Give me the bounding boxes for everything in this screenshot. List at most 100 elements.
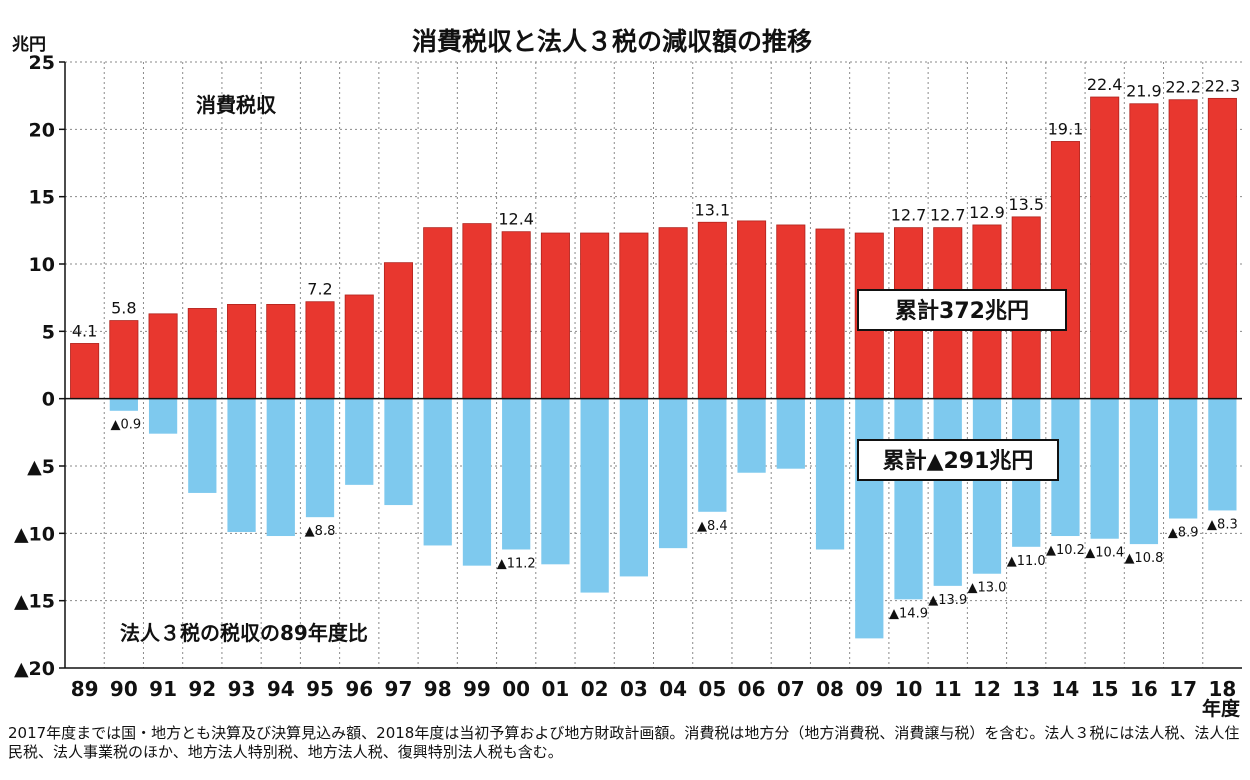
bar-corporate-tax [188, 398, 217, 493]
data-label-corporate-tax: ▲10.8 [1124, 551, 1163, 566]
x-tick-label: 93 [228, 677, 256, 701]
x-tick-label: 13 [1012, 677, 1040, 701]
bar-consumption-tax [1207, 97, 1237, 400]
x-tick-label: 94 [267, 677, 295, 701]
x-tick-label: 01 [541, 677, 569, 701]
data-label-consumption-tax: 13.5 [1008, 195, 1044, 214]
bar-corporate-tax [502, 398, 531, 550]
y-tick-label: ▲10 [14, 523, 55, 545]
data-label-corporate-tax: ▲8.9 [1168, 526, 1199, 541]
bar-corporate-tax [345, 398, 374, 485]
bar-corporate-tax [776, 398, 805, 469]
data-label-consumption-tax: 4.1 [72, 321, 97, 340]
negative-series-label: 法人３税の税収の89年度比 [120, 621, 368, 645]
bar-corporate-tax [698, 398, 727, 512]
data-label-consumption-tax: 21.9 [1126, 82, 1162, 101]
x-tick-label: 11 [934, 677, 962, 701]
bar-corporate-tax [619, 398, 649, 577]
y-tick-label: 15 [29, 187, 55, 209]
bar-corporate-tax [658, 398, 688, 549]
x-tick-label: 97 [385, 677, 413, 701]
bar-consumption-tax [227, 303, 257, 400]
bar-corporate-tax [1090, 398, 1119, 539]
bar-consumption-tax [70, 343, 100, 400]
x-tick-label: 90 [110, 677, 138, 701]
x-tick-label: 12 [973, 677, 1001, 701]
bar-consumption-tax [462, 223, 492, 400]
bar-consumption-tax [658, 227, 688, 400]
x-tick-label: 04 [659, 677, 687, 701]
data-label-consumption-tax: 12.9 [969, 203, 1005, 222]
x-tick-label: 95 [306, 677, 334, 701]
data-label-consumption-tax: 13.1 [695, 200, 731, 219]
x-tick-label: 02 [581, 677, 609, 701]
data-label-consumption-tax: 12.7 [930, 206, 966, 225]
negative-total-label: 累計▲291兆円 [883, 448, 1034, 474]
data-label-corporate-tax: ▲10.2 [1046, 543, 1085, 558]
bar-corporate-tax [109, 398, 138, 411]
bar-consumption-tax [619, 232, 649, 400]
y-tick-label: 0 [42, 389, 55, 411]
bar-corporate-tax [1129, 398, 1159, 545]
x-tick-label: 91 [149, 677, 177, 701]
x-tick-label: 96 [345, 677, 373, 701]
grid-lines [65, 61, 1242, 669]
bar-corporate-tax [933, 398, 962, 586]
x-tick-label: 14 [1052, 677, 1080, 701]
data-label-corporate-tax: ▲10.4 [1085, 546, 1124, 561]
bar-corporate-tax [266, 398, 295, 537]
bar-consumption-tax [540, 232, 570, 400]
data-label-corporate-tax: ▲8.8 [305, 524, 336, 539]
bar-corporate-tax [384, 398, 413, 506]
x-axis-label: 年度 [1202, 697, 1241, 720]
x-tick-label: 07 [777, 677, 805, 701]
data-label-consumption-tax: 22.3 [1205, 76, 1241, 95]
x-tick-label: 15 [1091, 677, 1119, 701]
data-label-corporate-tax: ▲8.4 [697, 519, 728, 534]
positive-total-box: 累計372兆円 [857, 289, 1067, 331]
bar-corporate-tax [580, 398, 609, 593]
data-label-corporate-tax: ▲14.9 [889, 606, 928, 621]
bar-consumption-tax [697, 221, 727, 400]
bar-consumption-tax [187, 308, 217, 400]
bar-consumption-tax [1168, 99, 1198, 400]
x-tick-label: 16 [1130, 677, 1158, 701]
y-tick-label: ▲15 [14, 591, 55, 613]
x-tick-label: 00 [502, 677, 530, 701]
data-labels: 4.15.87.212.4 13.1 12.7 12.7 12.9 13.519.122.… [72, 75, 1240, 621]
data-label-consumption-tax: 7.2 [307, 280, 332, 299]
positive-total-label: 累計372兆円 [895, 298, 1029, 324]
data-label-corporate-tax: ▲8.3 [1207, 517, 1238, 532]
data-label-consumption-tax: 19.1 [1048, 119, 1084, 138]
bar-consumption-tax [815, 228, 845, 400]
bar-chart: 消費税収と法人３税の減収額の推移 兆円 25 20 15 10 5 0 ▲5 ▲10 ▲15 ▲2… [12, 27, 1242, 720]
y-tick-label: 25 [29, 52, 55, 74]
bar-corporate-tax [423, 398, 452, 546]
bar-consumption-tax [776, 224, 806, 400]
data-label-consumption-tax: 5.8 [111, 299, 136, 318]
x-tick-label: 03 [620, 677, 648, 701]
bar-consumption-tax [305, 301, 335, 400]
data-label-corporate-tax: ▲11.0 [1007, 554, 1046, 569]
bar-consumption-tax [383, 262, 414, 400]
bar-consumption-tax [501, 231, 531, 400]
bar-corporate-tax [1169, 398, 1198, 519]
bar-consumption-tax [1090, 96, 1120, 400]
x-tick-label: 18 [1208, 677, 1236, 701]
bar-consumption-tax [109, 320, 139, 400]
bar-corporate-tax [894, 398, 923, 600]
footnote: 2017年度までは国・地方とも決算及び決算見込み額、2018年度は当初予算および… [8, 724, 1240, 761]
bar-corporate-tax [855, 398, 884, 639]
x-tick-label: 05 [698, 677, 726, 701]
data-label-consumption-tax: 12.7 [891, 206, 927, 225]
data-label-consumption-tax: 12.4 [498, 210, 534, 229]
y-tick-label: 20 [29, 119, 55, 141]
bar-consumption-tax [148, 313, 178, 400]
x-tick-label: 08 [816, 677, 844, 701]
y-tick-label: ▲20 [14, 658, 55, 680]
bar-corporate-tax [815, 398, 845, 550]
bar-consumption-tax [266, 303, 296, 400]
y-tick-label: ▲5 [27, 456, 55, 478]
bar-consumption-tax [423, 227, 453, 400]
